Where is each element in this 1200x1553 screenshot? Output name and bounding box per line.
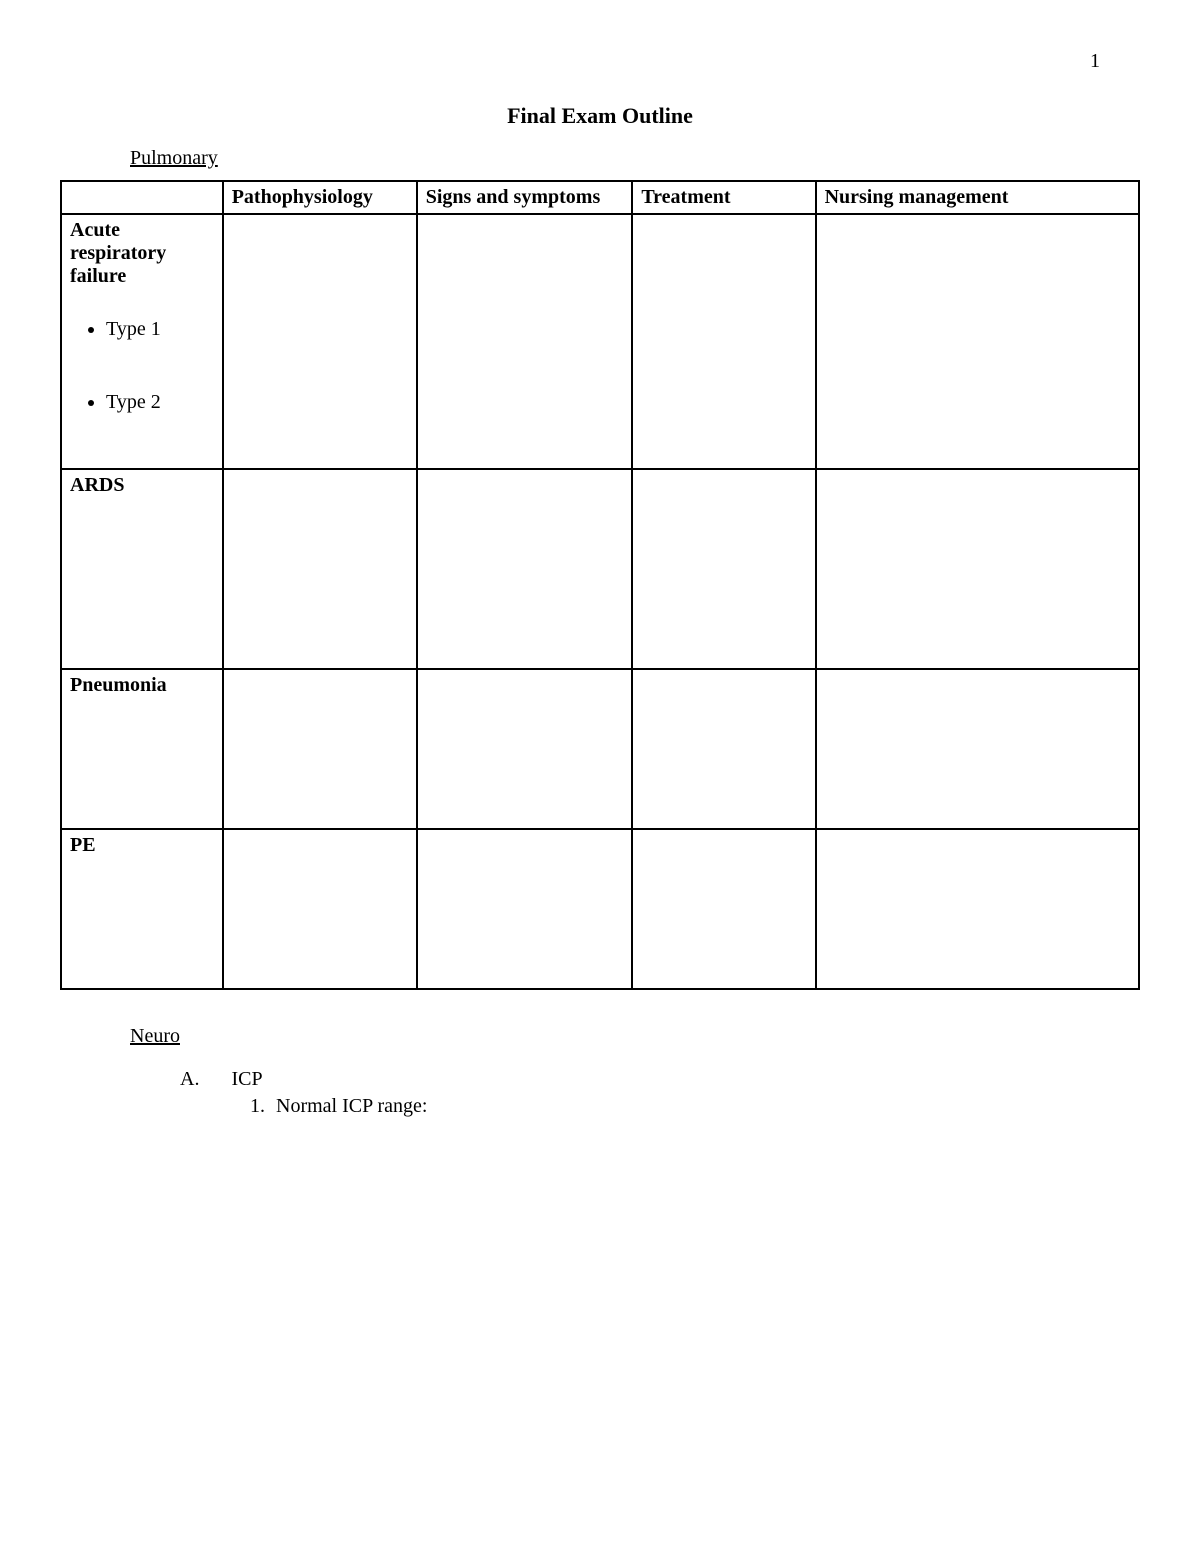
- neuro-heading: Neuro: [130, 1025, 1140, 1048]
- page-number: 1: [60, 50, 1140, 73]
- table-cell: [417, 469, 633, 669]
- table-cell: [223, 669, 417, 829]
- neuro-items-container: A. ICP Normal ICP range:: [60, 1068, 1140, 1118]
- table-cell: [632, 214, 815, 469]
- table-row: Acute respiratory failure Type 1 Type 2: [61, 214, 1139, 469]
- row-label-cell: ARDS: [61, 469, 223, 669]
- table-row: Pneumonia: [61, 669, 1139, 829]
- neuro-section: Neuro A. ICP Normal ICP range:: [60, 1025, 1140, 1118]
- table-cell: [223, 829, 417, 989]
- table-header-nursing: Nursing management: [816, 181, 1139, 214]
- number-item: Normal ICP range:: [270, 1095, 1140, 1118]
- row-label-cell: PE: [61, 829, 223, 989]
- table-cell: [223, 214, 417, 469]
- pulmonary-heading: Pulmonary: [130, 147, 1140, 170]
- table-cell: [816, 669, 1139, 829]
- table-cell: [417, 214, 633, 469]
- number-list: Normal ICP range:: [270, 1095, 1140, 1118]
- table-cell: [632, 469, 815, 669]
- table-cell: [417, 669, 633, 829]
- row-bullet-item: Type 2: [106, 391, 214, 414]
- letter-list: A. ICP: [180, 1068, 1140, 1091]
- table-header-treatment: Treatment: [632, 181, 815, 214]
- table-cell: [816, 214, 1139, 469]
- row-label: Acute respiratory failure: [70, 219, 214, 288]
- table-header-row: Pathophysiology Signs and symptoms Treat…: [61, 181, 1139, 214]
- table-cell: [417, 829, 633, 989]
- row-bullet-item: Type 1: [106, 318, 214, 341]
- letter-item: A. ICP: [180, 1068, 1140, 1091]
- row-bullets: Type 1 Type 2: [106, 318, 214, 414]
- row-label: Pneumonia: [70, 674, 214, 697]
- pulmonary-table: Pathophysiology Signs and symptoms Treat…: [60, 180, 1140, 990]
- row-label: ARDS: [70, 474, 214, 497]
- table-cell: [816, 469, 1139, 669]
- letter-label: ICP: [231, 1068, 262, 1091]
- table-cell: [223, 469, 417, 669]
- page-title: Final Exam Outline: [60, 103, 1140, 129]
- table-header-pathophysiology: Pathophysiology: [223, 181, 417, 214]
- row-label-cell: Pneumonia: [61, 669, 223, 829]
- row-label-cell: Acute respiratory failure Type 1 Type 2: [61, 214, 223, 469]
- letter-marker: A.: [180, 1068, 199, 1091]
- table-cell: [632, 669, 815, 829]
- table-row: ARDS: [61, 469, 1139, 669]
- table-body: Acute respiratory failure Type 1 Type 2 ARD…: [61, 214, 1139, 989]
- table-cell: [816, 829, 1139, 989]
- table-row: PE: [61, 829, 1139, 989]
- table-cell: [632, 829, 815, 989]
- row-label: PE: [70, 834, 214, 857]
- table-header-signs: Signs and symptoms: [417, 181, 633, 214]
- table-header-blank: [61, 181, 223, 214]
